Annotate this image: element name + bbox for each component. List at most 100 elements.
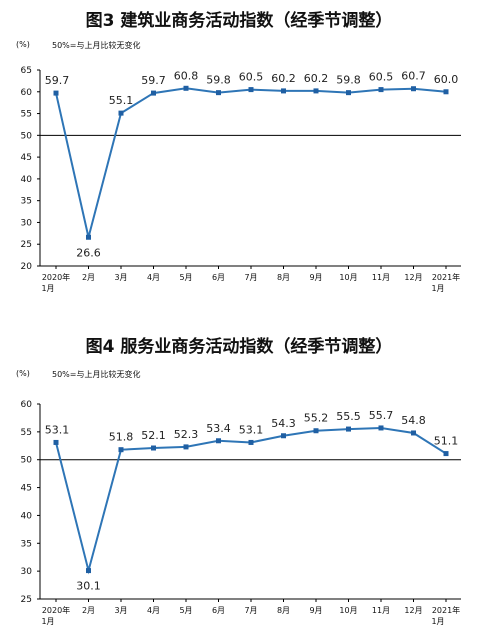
data-point xyxy=(313,428,319,434)
x-tick-label: 2020年 xyxy=(42,272,70,282)
y-tick-label: 40 xyxy=(21,511,33,521)
data-point xyxy=(151,445,156,451)
line-chart-services: 25 30 35 40 45 50 55 60 2020年 1月 2月 3月 4月 5月 6月 7月 8月 9月 1… xyxy=(21,400,461,626)
x-tick-label: 8月 xyxy=(277,606,290,615)
x-tick-label: 7月 xyxy=(244,273,257,282)
x-tick-label: 3月 xyxy=(114,273,127,282)
x-tick-label: 6月 xyxy=(212,606,225,615)
x-tick-label: 6月 xyxy=(212,273,225,282)
x-tick-label: 2020年 xyxy=(42,605,70,615)
y-tick-label: 60 xyxy=(21,400,33,410)
data-label: 59.7 xyxy=(45,74,70,87)
data-point xyxy=(86,568,91,574)
data-label: 54.8 xyxy=(401,414,426,427)
x-tick-label: 5月 xyxy=(179,606,192,615)
y-tick-label: 20 xyxy=(21,262,33,272)
data-point xyxy=(248,439,254,445)
data-point xyxy=(313,88,319,94)
series-line xyxy=(55,87,447,238)
x-tick-label: 1月 xyxy=(41,617,54,626)
y-unit-label: (%) xyxy=(16,40,30,49)
data-point xyxy=(216,438,221,444)
data-label: 60.0 xyxy=(434,73,459,86)
x-tick-label: 10月 xyxy=(339,273,357,282)
y-tick-label: 55 xyxy=(21,428,32,438)
y-tick-label: 50 xyxy=(21,131,33,141)
x-tick-label: 2021年 xyxy=(432,605,460,615)
data-label: 52.1 xyxy=(141,429,166,442)
x-tick-label: 12月 xyxy=(404,273,422,282)
data-point xyxy=(183,85,189,91)
x-tick-label: 2月 xyxy=(82,273,95,282)
data-point xyxy=(281,433,286,439)
y-tick-label: 45 xyxy=(21,484,32,494)
chart-title: 图3 建筑业商务活动指数（经季节调整） xyxy=(85,11,393,31)
y-tick-label: 25 xyxy=(21,595,32,605)
data-point xyxy=(411,430,416,436)
y-tick-label: 50 xyxy=(21,456,33,466)
reference-note: 50%=与上月比较无变化 xyxy=(52,41,141,50)
data-point xyxy=(248,87,254,93)
y-tick-label: 60 xyxy=(21,88,33,98)
data-label: 55.7 xyxy=(369,409,394,422)
data-point xyxy=(411,86,416,92)
data-label: 60.5 xyxy=(239,71,264,84)
data-point xyxy=(118,447,124,453)
x-tick-label: 11月 xyxy=(372,273,390,282)
data-label: 59.8 xyxy=(336,74,361,87)
data-label: 59.7 xyxy=(141,74,166,87)
data-point xyxy=(281,88,286,94)
data-point xyxy=(378,87,384,93)
data-label: 59.8 xyxy=(206,74,231,87)
y-tick-label: 25 xyxy=(21,240,32,250)
x-tick-label: 3月 xyxy=(114,606,127,615)
x-tick-label: 1月 xyxy=(431,284,444,293)
data-label: 53.1 xyxy=(45,423,70,436)
data-point xyxy=(443,89,449,95)
y-tick-label: 45 xyxy=(21,153,32,163)
x-tick-label: 11月 xyxy=(372,606,390,615)
data-point xyxy=(118,110,124,116)
y-tick-label: 35 xyxy=(21,197,32,207)
x-tick-label: 4月 xyxy=(147,273,160,282)
data-label: 54.3 xyxy=(271,417,296,430)
data-label: 51.1 xyxy=(434,435,459,448)
y-tick-label: 30 xyxy=(21,218,33,228)
y-unit-label: (%) xyxy=(16,369,30,378)
data-label: 60.8 xyxy=(174,69,199,82)
x-tick-label: 7月 xyxy=(244,606,257,615)
data-point xyxy=(86,234,91,240)
data-point xyxy=(443,451,449,457)
y-tick-label: 40 xyxy=(21,175,33,185)
y-tick-label: 35 xyxy=(21,539,32,549)
chart-title: 图4 服务业商务活动指数（经季节调整） xyxy=(85,337,393,357)
data-point xyxy=(183,444,189,450)
y-tick-label: 55 xyxy=(21,110,32,120)
data-label: 60.5 xyxy=(369,71,394,84)
x-tick-label: 4月 xyxy=(147,606,160,615)
y-tick-label: 65 xyxy=(21,66,32,76)
chart-services: 图4 服务业商务活动指数（经季节调整） (%) 50%=与上月比较无变化 25 3… xyxy=(0,320,478,641)
x-tick-label: 9月 xyxy=(309,606,322,615)
data-label: 51.8 xyxy=(109,431,134,444)
x-tick-label: 12月 xyxy=(404,606,422,615)
data-label: 55.5 xyxy=(336,410,361,423)
x-tick-label: 1月 xyxy=(431,617,444,626)
data-point xyxy=(216,90,221,96)
data-point xyxy=(53,439,59,445)
data-label: 60.2 xyxy=(271,72,296,85)
chart-construction: 图3 建筑业商务活动指数（经季节调整） (%) 50%=与上月比较无变化 20 2… xyxy=(0,0,478,310)
data-point xyxy=(346,90,351,96)
data-label: 26.6 xyxy=(76,246,101,259)
data-label: 53.1 xyxy=(239,423,264,436)
data-label: 55.2 xyxy=(304,412,329,425)
x-tick-label: 2月 xyxy=(82,606,95,615)
x-tick-label: 9月 xyxy=(309,273,322,282)
x-tick-label: 5月 xyxy=(179,273,192,282)
x-tick-label: 10月 xyxy=(339,606,357,615)
reference-note: 50%=与上月比较无变化 xyxy=(52,370,141,379)
x-tick-label: 2021年 xyxy=(432,272,460,282)
data-point xyxy=(346,426,351,432)
x-tick-label: 1月 xyxy=(41,284,54,293)
data-point xyxy=(53,90,59,96)
